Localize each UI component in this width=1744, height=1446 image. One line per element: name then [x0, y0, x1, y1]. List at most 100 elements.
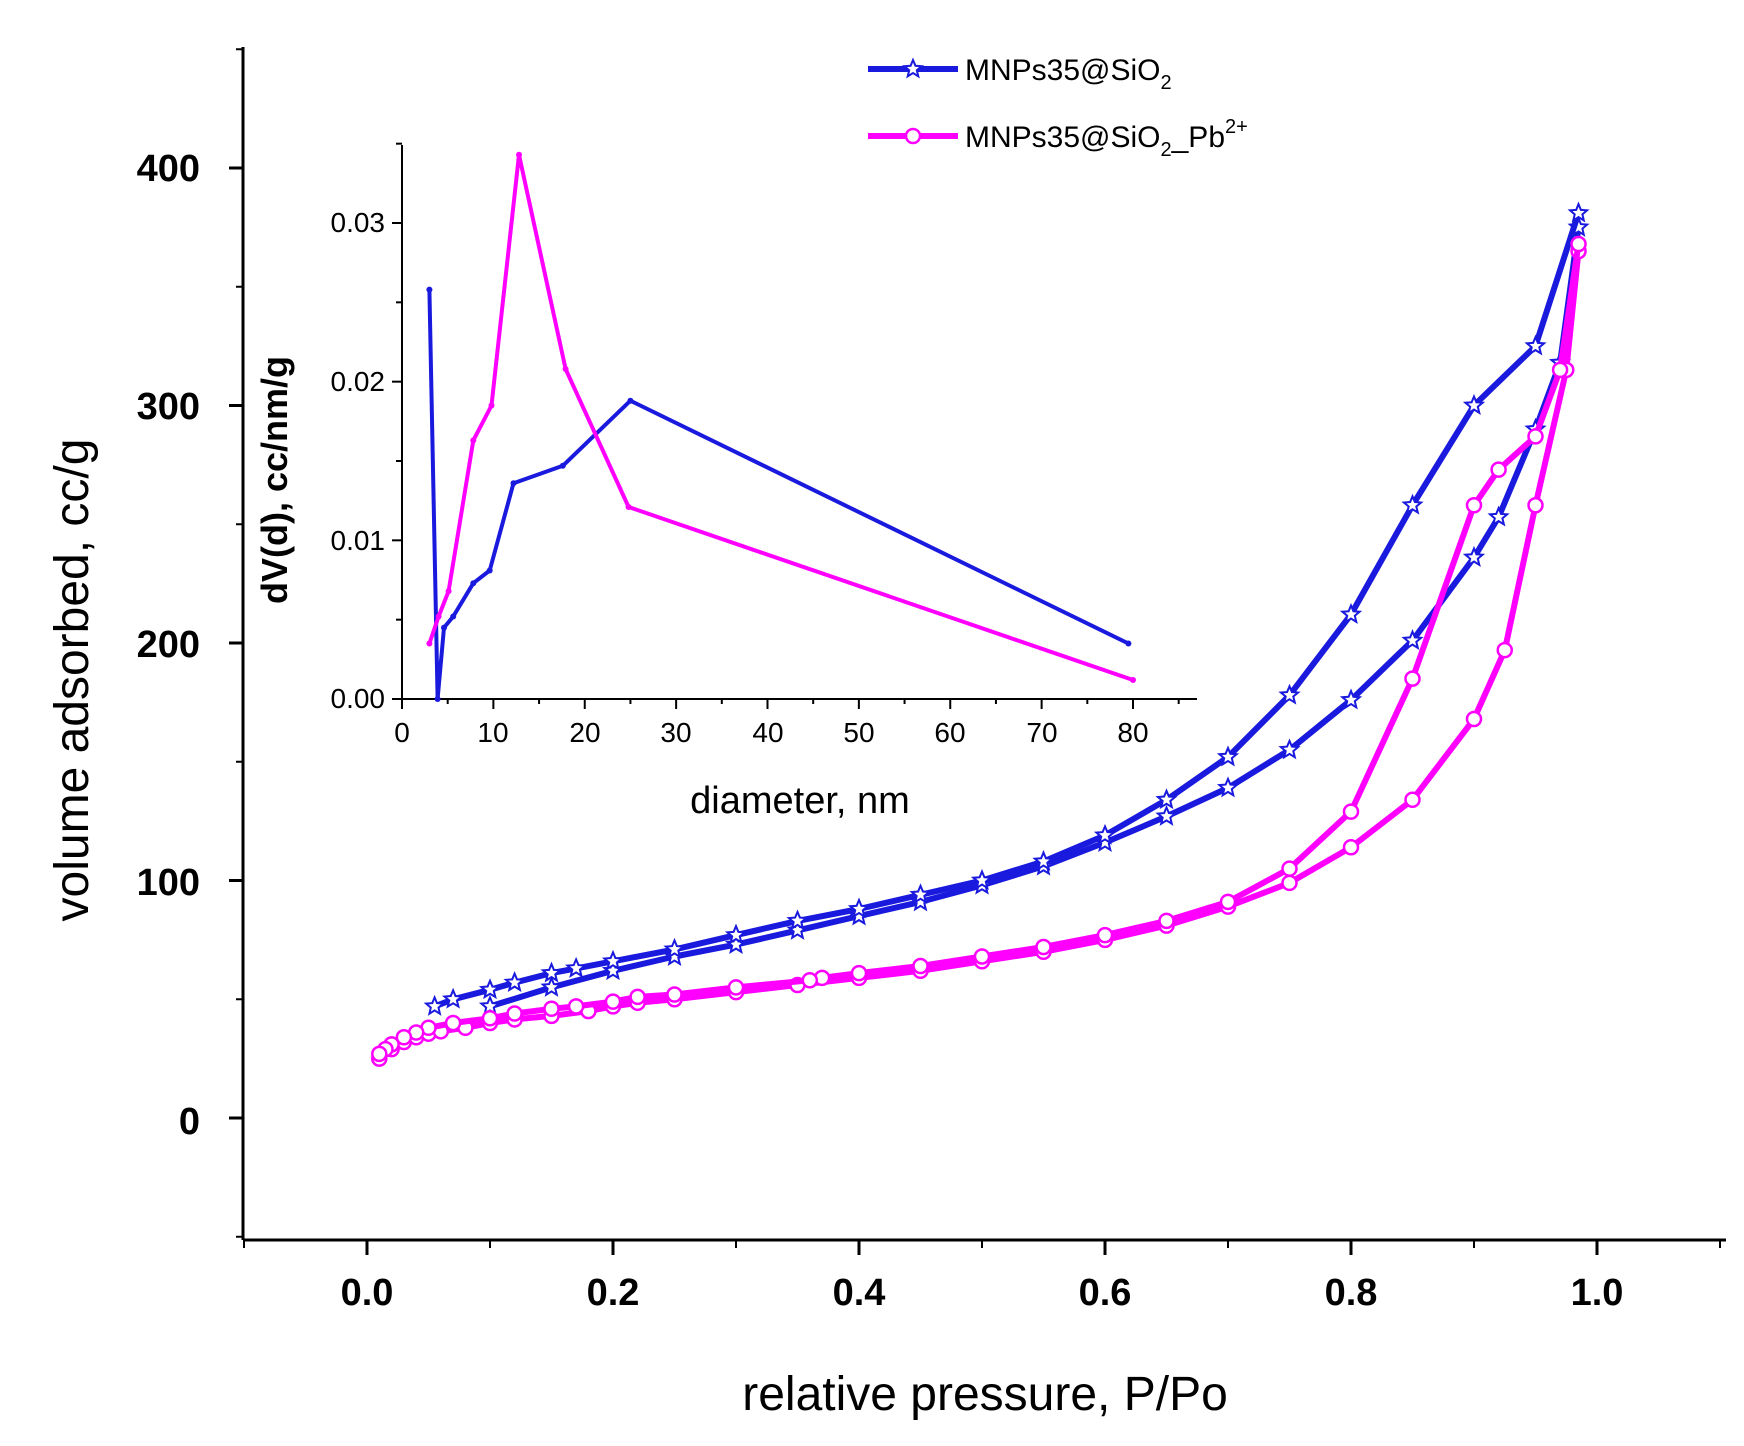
- data-point: [1567, 201, 1590, 223]
- data-point: [1465, 497, 1483, 514]
- data-point: [1462, 545, 1486, 567]
- main-y-tick-labels: 400 300 200 100 0: [137, 148, 200, 1143]
- inset-x-tick-label-80: 80: [1117, 717, 1148, 748]
- data-point: [727, 979, 745, 996]
- data-point: [601, 959, 625, 981]
- x-tick-label-1.0: 1.0: [1571, 1272, 1624, 1314]
- data-point: [850, 964, 868, 982]
- data-point: [1404, 670, 1421, 687]
- data-point: [1487, 505, 1510, 527]
- inset-data-point: [562, 366, 569, 372]
- data-point: [1490, 461, 1507, 478]
- data-point: [540, 961, 563, 983]
- inset-data-point: [441, 624, 447, 631]
- data-point: [724, 932, 748, 955]
- inset-data-point: [435, 613, 442, 620]
- legend-label-subscript: 2: [1161, 139, 1172, 161]
- legend-label-mnps35-sio2: MNPs35@SiO2: [965, 54, 1172, 94]
- data-point: [564, 956, 588, 978]
- y-tick-label-200: 200: [137, 624, 200, 666]
- data-point: [1527, 428, 1544, 445]
- y-tick-label-400: 400: [137, 148, 200, 190]
- data-point: [1342, 839, 1360, 856]
- inset-y-axis-title: dV(d), cc/nm/g: [254, 356, 295, 604]
- data-point: [1216, 776, 1240, 798]
- data-point: [1278, 683, 1301, 705]
- legend-item-mnps35-sio2: MNPs35@SiO2: [868, 54, 1172, 94]
- data-point: [1404, 791, 1421, 808]
- y-tick-label-300: 300: [137, 386, 200, 428]
- data-point: [1524, 334, 1547, 356]
- data-point: [441, 987, 465, 1009]
- data-point: [1401, 493, 1424, 515]
- data-point: [847, 897, 871, 919]
- data-point: [1219, 893, 1237, 911]
- inset-x-axis-title: diameter, nm: [690, 780, 910, 822]
- data-point: [543, 1000, 560, 1017]
- data-point: [1035, 938, 1052, 956]
- y-tick-label-0: 0: [179, 1101, 200, 1143]
- data-point: [1527, 497, 1544, 514]
- inset-background: [402, 145, 1197, 699]
- inset-data-point: [1125, 640, 1132, 647]
- data-point: [801, 972, 819, 989]
- inset-data-point: [627, 397, 634, 404]
- data-point: [395, 1029, 413, 1046]
- data-point: [1155, 788, 1178, 810]
- data-point: [1093, 823, 1117, 845]
- x-tick-label-0.4: 0.4: [833, 1272, 886, 1314]
- main-y-ticks: [229, 48, 243, 1238]
- inset-data-point: [470, 580, 477, 587]
- inset-data-point: [426, 640, 433, 647]
- inset-x-tick-label-10: 10: [477, 717, 508, 748]
- data-point: [666, 986, 683, 1003]
- inset-y-tick-labels: 0.00 0.01 0.02 0.03: [331, 207, 386, 714]
- data-point: [506, 1005, 523, 1022]
- data-point: [1570, 235, 1587, 253]
- data-point: [1462, 393, 1486, 415]
- data-point: [444, 1014, 462, 1032]
- inset-data-point: [625, 504, 632, 510]
- data-point: [371, 1045, 388, 1063]
- main-series-layer: [371, 201, 1590, 1067]
- inset-x-tick-label-20: 20: [569, 717, 600, 748]
- data-point: [1281, 860, 1298, 877]
- series-3: [371, 235, 1587, 1063]
- inset-data-point: [434, 696, 441, 702]
- data-point: [540, 975, 563, 997]
- data-point: [423, 994, 446, 1016]
- main-axes: [229, 47, 1726, 1255]
- legend-circle-icon: [904, 127, 922, 145]
- data-point: [1465, 710, 1483, 728]
- inset-data-point: [488, 402, 495, 409]
- inset-x-tick-label-30: 30: [660, 717, 691, 748]
- inset-x-tick-label-0: 0: [394, 717, 410, 748]
- legend-label-text: MNPs35@SiO: [965, 121, 1161, 154]
- inset-data-point: [470, 437, 477, 444]
- data-point: [1339, 602, 1363, 624]
- data-point: [1339, 688, 1363, 710]
- inset-y-ticks: [392, 142, 402, 700]
- data-point: [663, 937, 686, 959]
- inset-x-tick-label-40: 40: [752, 717, 783, 748]
- inset-data-point: [559, 462, 566, 469]
- data-point: [786, 909, 809, 931]
- inset-data-point: [510, 480, 517, 487]
- legend-star-icon: [901, 57, 925, 79]
- data-point: [912, 957, 929, 975]
- data-point: [1496, 641, 1513, 659]
- data-point: [724, 923, 748, 945]
- x-tick-label-0.8: 0.8: [1325, 1272, 1378, 1314]
- data-point: [1032, 849, 1055, 871]
- inset-x-tick-label-60: 60: [934, 717, 965, 748]
- main-x-tick-labels: 0.0 0.2 0.4 0.6 0.8 1.0: [341, 1272, 1624, 1314]
- data-point: [1096, 926, 1114, 944]
- x-tick-label-0.0: 0.0: [341, 1272, 394, 1314]
- inset-y-tick-label-0.00: 0.00: [331, 683, 386, 714]
- data-point: [567, 998, 585, 1015]
- inset-data-point: [426, 286, 433, 293]
- data-point: [1155, 804, 1178, 826]
- inset-data-point: [486, 567, 493, 574]
- data-point: [1401, 628, 1424, 651]
